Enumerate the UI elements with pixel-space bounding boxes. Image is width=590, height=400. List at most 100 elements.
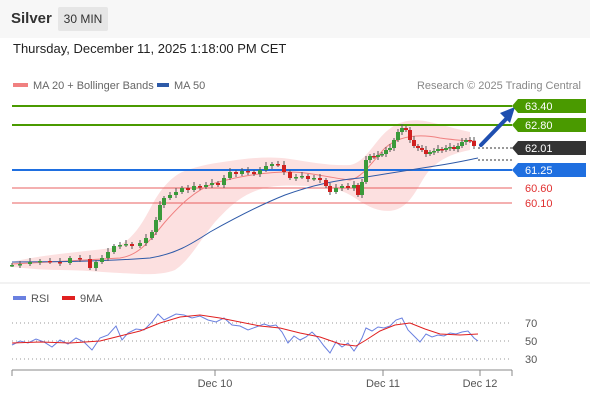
legend-ma20-swatch	[13, 83, 28, 88]
level-label-63-40: 63.40	[512, 99, 586, 113]
candle-up	[376, 155, 380, 157]
legend-ma50-label: MA 50	[174, 80, 206, 92]
candle-down	[276, 164, 280, 166]
candle-up	[294, 177, 298, 179]
candle-down	[412, 140, 416, 146]
candle-down	[420, 148, 424, 150]
legend-rsi: RSI	[13, 293, 49, 305]
candle-up	[168, 195, 172, 198]
candle-down	[416, 146, 420, 148]
candle-up	[38, 261, 42, 263]
candle-down	[88, 259, 92, 268]
candle-down	[48, 261, 52, 263]
candle-down	[234, 172, 238, 174]
candle-down	[282, 165, 286, 172]
candle-down	[130, 244, 134, 246]
candle-up	[300, 176, 304, 178]
level-label-62-80: 62.80	[512, 118, 586, 132]
candle-down	[216, 183, 220, 185]
candle-up	[112, 246, 116, 252]
candle-up	[396, 132, 400, 140]
rsi-tick-70: 70	[525, 318, 537, 330]
forecast-arrow-shaft	[479, 115, 510, 147]
candle-up	[106, 252, 110, 258]
candle-up	[158, 205, 162, 220]
x-label-dec12: Dec 12	[463, 378, 498, 390]
candle-down	[346, 186, 350, 188]
ma50-line	[11, 157, 479, 263]
top-bar: Silver 30 MIN	[0, 0, 590, 38]
candle-up	[28, 262, 32, 264]
timeframe-badge[interactable]: 30 MIN	[58, 7, 108, 31]
level-label-62-01: 62.01	[512, 141, 586, 155]
bollinger-band	[12, 120, 470, 275]
candle-up	[428, 152, 432, 154]
symbol-title: Silver	[11, 10, 52, 27]
candle-up	[10, 265, 14, 267]
chart-datetime: Thursday, December 11, 2025 1:18:00 PM C…	[13, 41, 287, 56]
x-label-dec10: Dec 10	[198, 378, 233, 390]
level-text-60-60: 60.60	[525, 183, 553, 195]
x-label-dec11: Dec 11	[366, 378, 400, 390]
candle-down	[408, 130, 412, 140]
candle-up	[334, 188, 338, 192]
candle-up	[258, 170, 262, 174]
candle-down	[328, 186, 332, 192]
legend-rsi-label: RSI	[31, 293, 50, 305]
candle-up	[240, 171, 244, 174]
candle-down	[246, 171, 250, 173]
copyright-text: Research © 2025 Trading Central	[416, 80, 581, 92]
legend-9ma: 9MA	[62, 293, 103, 305]
candle-up	[364, 160, 368, 182]
candle-down	[186, 188, 190, 190]
legend-ma50: MA 50	[157, 80, 205, 92]
candle-down	[440, 149, 444, 151]
candle-up	[312, 178, 316, 180]
candle-up	[174, 192, 178, 195]
candle-up	[264, 166, 268, 170]
candle-up	[360, 182, 364, 195]
level-text-63-40: 63.40	[525, 101, 553, 113]
candle-up	[464, 140, 468, 142]
candle-up	[118, 245, 122, 247]
candle-up	[228, 172, 232, 178]
candle-up	[144, 238, 148, 243]
level-text-60-10: 60.10	[525, 198, 553, 210]
candle-down	[452, 147, 456, 149]
candle-up	[162, 198, 166, 205]
candle-down	[252, 172, 256, 174]
legend-9ma-label: 9MA	[80, 293, 103, 305]
candle-up	[456, 146, 460, 149]
candle-down	[404, 128, 408, 130]
rsi-line	[11, 313, 479, 354]
rsi-tick-50: 50	[525, 336, 537, 348]
candle-up	[436, 149, 440, 151]
level-text-62-01: 62.01	[525, 143, 553, 155]
candle-down	[472, 141, 476, 146]
candle-up	[444, 148, 448, 150]
candle-up	[100, 258, 104, 262]
candle-up	[460, 142, 464, 146]
candle-down	[372, 156, 376, 158]
candle-down	[468, 140, 472, 142]
candle-up	[94, 262, 98, 268]
candle-up	[388, 148, 392, 150]
candle-down	[324, 180, 328, 186]
legend-ma50-swatch	[157, 83, 169, 88]
candle-up	[380, 154, 384, 156]
candle-up	[392, 140, 396, 148]
candle-up	[138, 243, 142, 246]
candle-up	[368, 156, 372, 160]
legend-rsi-swatch	[13, 296, 26, 301]
legend-ma20: MA 20 + Bollinger Bands	[13, 80, 154, 92]
candle-up	[18, 264, 22, 266]
candle-up	[210, 183, 214, 185]
candle-up	[124, 244, 128, 246]
candle-up	[192, 186, 196, 190]
candle-up	[340, 186, 344, 188]
rsi-9ma-line	[11, 314, 479, 347]
rsi-tick-30: 30	[525, 354, 537, 366]
candle-down	[318, 178, 322, 180]
candle-up	[352, 185, 356, 188]
